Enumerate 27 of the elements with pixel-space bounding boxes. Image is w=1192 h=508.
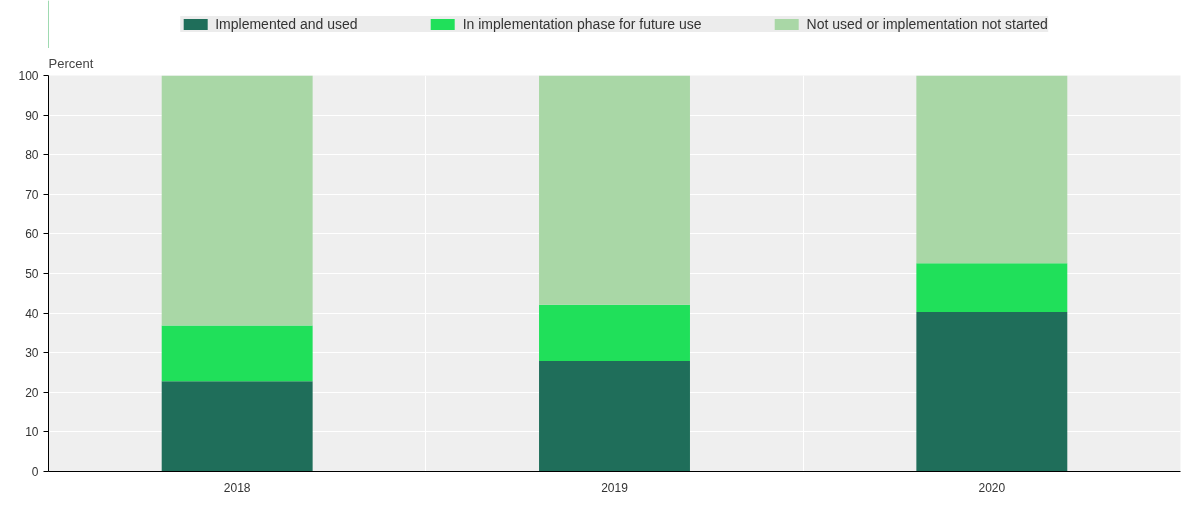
bar [916,263,1068,312]
legend-label: Not used or implementation not started [806,16,1048,32]
y-tick-label: 100 [18,69,39,83]
bar [916,75,1068,264]
bar [539,304,690,362]
y-tick-label: 90 [25,108,39,123]
y-tick-label: 0 [31,465,39,479]
bar [161,75,313,326]
y-tick-label: 60 [25,227,39,242]
bar [539,361,690,472]
y-axis-title: Percent [48,55,94,71]
y-tick-label: 10 [25,425,39,440]
x-tick-label: 2019 [601,480,629,495]
bar [161,381,313,472]
bar [161,325,313,382]
bar [916,311,1068,472]
y-tick-label: 40 [25,306,39,321]
bar [539,75,690,305]
y-tick-label: 70 [25,187,39,202]
legend-label: Implemented and used [215,16,358,32]
x-tick-label: 2020 [978,480,1006,495]
y-tick-label: 30 [25,346,39,361]
legend-label: In implementation phase for future use [462,16,702,32]
x-tick-label: 2018 [223,480,251,495]
y-tick-label: 50 [25,267,39,281]
y-tick-label: 20 [25,385,39,400]
y-tick-label: 80 [25,148,39,163]
